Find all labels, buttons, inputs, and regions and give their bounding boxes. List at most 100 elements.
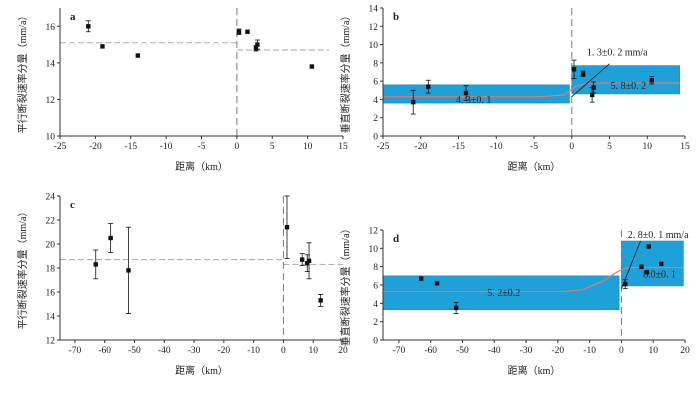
x-tick-label: -10 — [583, 346, 596, 356]
x-tick-label: -30 — [520, 346, 533, 356]
panel-b: -25 -20 -15 -10 -5 0 5 10 15 0 2 4 6 8 10 12 14 距离（km） 垂直断… — [339, 5, 690, 174]
data-point — [299, 257, 305, 262]
x-tick-label: 0 — [619, 346, 624, 356]
data-point — [639, 264, 644, 269]
data-point — [318, 298, 323, 303]
y-tick-label: 8 — [373, 59, 378, 69]
y-tick-label: 10 — [369, 41, 379, 51]
x-axis-label: 距离（km） — [175, 160, 228, 173]
slope-label: 2. 8±0. 1 mm/a — [628, 230, 689, 241]
y-tick-label: 12 — [369, 227, 379, 237]
x-axis-label: 距离（km） — [175, 364, 228, 377]
x-tick-label: -25 — [54, 142, 67, 152]
data-point — [245, 29, 250, 34]
y-tick-label: 14 — [46, 313, 56, 323]
data-point — [126, 268, 131, 273]
band-label-2: 8.0±0. 1 — [643, 270, 676, 281]
x-tick-label: 0 — [235, 142, 240, 152]
y-tick-label: 2 — [373, 318, 378, 328]
y-tick-label: 16 — [46, 289, 56, 299]
y-axis-label: 平行断裂速率分量（mm/a） — [16, 207, 29, 330]
y-tick-label: 0 — [373, 133, 378, 143]
data-point — [418, 276, 424, 281]
band-label-1: 4. 3±0. 1 — [456, 95, 492, 106]
y-tick-label: 18 — [46, 265, 56, 275]
y-tick-label: 6 — [373, 78, 378, 88]
median-curve — [383, 266, 684, 293]
panel-label: c — [70, 199, 75, 211]
x-tick-label: -70 — [393, 346, 406, 356]
x-tick-label: -10 — [160, 142, 173, 152]
data-point — [309, 64, 315, 69]
panel-d: -70 -60 -50 -40 -30 -20 -10 0 10 20 0 2 4 6 8 10 12 距离（km… — [339, 224, 690, 377]
data-point — [644, 269, 650, 275]
y-tick-label: 16 — [46, 23, 56, 33]
slope-line — [621, 240, 641, 289]
panel-label: d — [393, 233, 399, 245]
data-point — [623, 281, 628, 287]
x-tick-label: -10 — [247, 346, 260, 356]
x-tick-label: 20 — [338, 346, 348, 356]
y-axis-label: 垂直断裂速率分量（mm/a） — [339, 11, 352, 134]
y-tick-label: 10 — [46, 133, 56, 143]
x-tick-label: -30 — [188, 346, 201, 356]
x-tick-label: -20 — [552, 346, 565, 356]
x-tick-label: 15 — [680, 142, 690, 152]
x-tick-label: -20 — [89, 142, 102, 152]
x-tick-label: 10 — [308, 346, 318, 356]
panel-a: -25 -20 -15 -10 -5 0 5 10 15 10 12 14 16 距离（km） 平行断裂速率… — [16, 8, 348, 173]
data-point — [236, 29, 242, 34]
data-point — [434, 280, 440, 286]
x-tick-label: 5 — [607, 142, 612, 152]
data-point — [253, 46, 259, 51]
y-tick-label: 22 — [46, 217, 56, 227]
x-tick-label: -60 — [424, 346, 437, 356]
x-tick-label: 0 — [281, 346, 286, 356]
data-point — [658, 261, 664, 267]
data-point — [580, 71, 586, 77]
y-tick-label: 4 — [373, 96, 378, 106]
y-axis-label: 垂直断裂速率分量（mm/a） — [339, 224, 352, 347]
y-tick-label: 14 — [369, 5, 379, 15]
data-point — [93, 262, 98, 267]
data-point — [305, 261, 310, 266]
data-point — [453, 305, 459, 311]
data-point — [306, 258, 312, 263]
data-point — [463, 90, 469, 96]
y-tick-label: 6 — [373, 282, 378, 292]
panel-label: a — [70, 11, 76, 23]
y-tick-label: 0 — [373, 337, 378, 347]
slope-line — [571, 63, 610, 98]
range-band-1 — [382, 275, 620, 311]
x-tick-label: 0 — [569, 142, 574, 152]
band-label-1: 5. 2±0.2 — [487, 288, 520, 299]
y-axis-label: 平行断裂速率分量（mm/a） — [16, 11, 29, 134]
x-tick-label: 10 — [643, 142, 653, 152]
data-point — [426, 84, 431, 89]
data-point — [86, 24, 91, 29]
y-tick-label: 2 — [373, 114, 378, 124]
data-point — [135, 53, 141, 58]
x-tick-label: -15 — [452, 142, 465, 152]
y-tick-label: 10 — [369, 245, 379, 255]
x-axis-label: 距离（km） — [508, 364, 561, 377]
x-axis-label: 距离（km） — [508, 160, 561, 173]
y-tick-label: 12 — [46, 337, 56, 347]
data-point — [589, 92, 595, 98]
x-tick-label: -5 — [198, 142, 206, 152]
x-tick-label: -5 — [530, 142, 538, 152]
x-tick-label: 5 — [270, 142, 275, 152]
data-point — [255, 42, 260, 47]
median-curve — [383, 82, 680, 98]
y-tick-label: 12 — [369, 23, 379, 33]
x-tick-label: 10 — [648, 346, 658, 356]
y-tick-label: 20 — [46, 241, 56, 251]
x-tick-label: -50 — [456, 346, 469, 356]
x-tick-label: -40 — [158, 346, 171, 356]
y-tick-label: 12 — [46, 96, 56, 106]
x-tick-label: -20 — [414, 142, 427, 152]
y-tick-label: 24 — [46, 193, 56, 203]
slope-label: 1. 3±0. 2 mm/a — [587, 47, 648, 58]
x-tick-label: -50 — [128, 346, 141, 356]
